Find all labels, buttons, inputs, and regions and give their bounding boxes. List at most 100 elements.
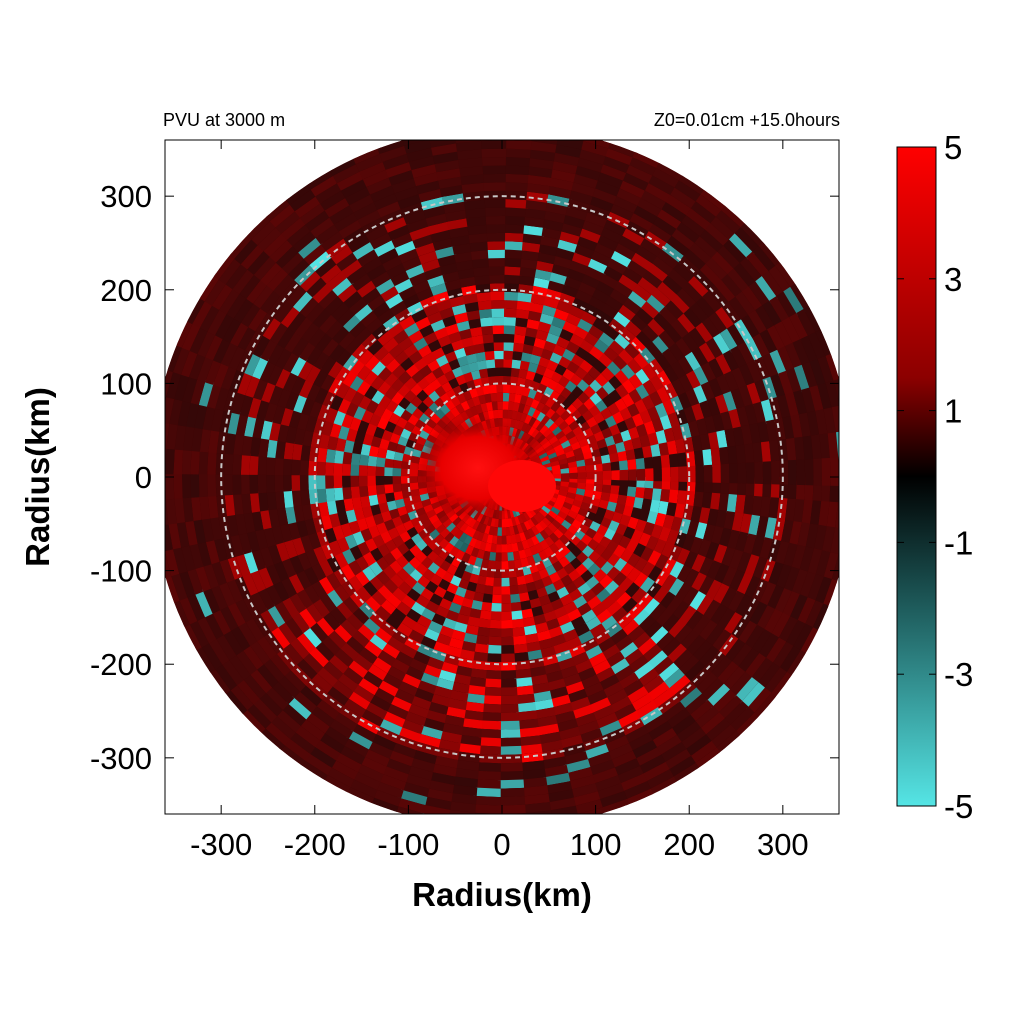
pv-cell: [769, 296, 791, 324]
pv-cell: [257, 472, 267, 494]
pv-cell: [245, 212, 273, 240]
pv-cell: [246, 277, 269, 304]
pv-cell: [272, 579, 290, 602]
pv-cell: [553, 710, 576, 725]
pv-cell: [197, 354, 215, 383]
pv-cell: [475, 762, 501, 772]
pv-cell: [677, 687, 703, 710]
pv-cell: [573, 529, 586, 541]
pv-cell: [569, 504, 581, 515]
pv-cell: [528, 166, 556, 179]
pv-cell: [498, 729, 521, 739]
pv-cell: [341, 665, 364, 685]
pv-cell: [215, 450, 226, 475]
pv-cell: [642, 270, 665, 290]
pv-cell: [648, 603, 667, 623]
pv-cell: [335, 436, 347, 452]
pv-cell: [741, 314, 761, 341]
pv-cell: [337, 509, 349, 526]
pv-cell: [802, 435, 814, 463]
pv-cell: [224, 471, 233, 496]
pv-cell: [395, 621, 413, 637]
pv-cell: [763, 667, 788, 696]
pv-cell: [244, 351, 262, 377]
pv-cell: [522, 625, 538, 636]
pv-cell: [597, 791, 628, 809]
pv-cell: [455, 613, 470, 625]
pv-cell: [653, 569, 670, 588]
pv-cell: [320, 372, 337, 392]
pv-cell: [635, 330, 654, 349]
pv-cell: [428, 771, 456, 785]
pv-cell: [232, 451, 242, 475]
pv-cell: [674, 503, 686, 521]
pv-cell: [332, 711, 358, 732]
pv-cell: [288, 408, 302, 429]
pv-cell: [512, 351, 524, 361]
pv-cell: [532, 409, 542, 420]
pv-cell: [524, 208, 549, 220]
pv-cell: [445, 209, 469, 222]
pv-cell: [752, 245, 778, 274]
pv-cell: [724, 428, 737, 449]
pv-cell: [579, 149, 609, 166]
pv-cell: [698, 557, 714, 578]
pv-cell: [558, 435, 569, 445]
pv-cell: [258, 607, 279, 633]
pv-cell: [513, 334, 527, 345]
pv-cell: [801, 361, 819, 391]
pv-cell: [459, 328, 474, 340]
pv-cell: [393, 450, 404, 462]
pv-cell: [425, 656, 444, 670]
pv-cell: [463, 371, 475, 383]
pv-cell: [537, 252, 558, 265]
pv-cell: [660, 454, 671, 470]
pv-cell: [328, 538, 342, 557]
pv-cell: [739, 257, 764, 284]
pv-cell: [375, 649, 396, 667]
pv-cell: [343, 313, 362, 333]
pv-cell: [482, 156, 510, 166]
pv-cell: [658, 742, 687, 764]
pv-cell: [686, 520, 700, 539]
pv-cell: [419, 635, 437, 650]
pv-cell: [354, 302, 375, 322]
pv-cell: [575, 165, 604, 182]
pv-cell: [263, 685, 289, 711]
pv-cell: [492, 577, 502, 587]
pv-cell: [660, 541, 675, 560]
pv-cell: [273, 559, 289, 582]
pv-cell: [460, 718, 483, 729]
pv-cell: [705, 223, 732, 248]
pv-cell: [384, 457, 394, 468]
pv-cell: [521, 242, 543, 253]
pv-cell: [281, 595, 300, 618]
pv-cell: [328, 376, 344, 395]
pv-cell: [506, 140, 535, 150]
pv-cell: [769, 672, 794, 701]
pv-cell: [637, 277, 659, 297]
pv-cell: [809, 500, 822, 528]
pv-cell: [559, 231, 583, 246]
pv-cell: [515, 411, 524, 422]
pv-cell: [611, 470, 620, 481]
pv-cell: [486, 517, 493, 527]
pv-cell: [654, 632, 675, 652]
pv-cell: [268, 714, 296, 740]
pv-cell: [821, 457, 831, 486]
pv-cell: [690, 554, 706, 575]
pv-cell: [422, 423, 434, 435]
pv-cell: [276, 620, 297, 644]
pv-cell: [714, 730, 743, 757]
pv-cell: [563, 681, 585, 696]
pv-cell: [600, 727, 626, 745]
pv-cell: [500, 594, 511, 604]
pv-cell: [702, 449, 713, 468]
pv-cell: [683, 734, 712, 758]
pv-cell: [385, 665, 406, 682]
pv-cell: [566, 608, 582, 623]
pv-cell: [343, 496, 354, 512]
pv-cell: [597, 235, 621, 252]
pv-cell: [697, 619, 718, 643]
pv-cell: [191, 424, 203, 452]
